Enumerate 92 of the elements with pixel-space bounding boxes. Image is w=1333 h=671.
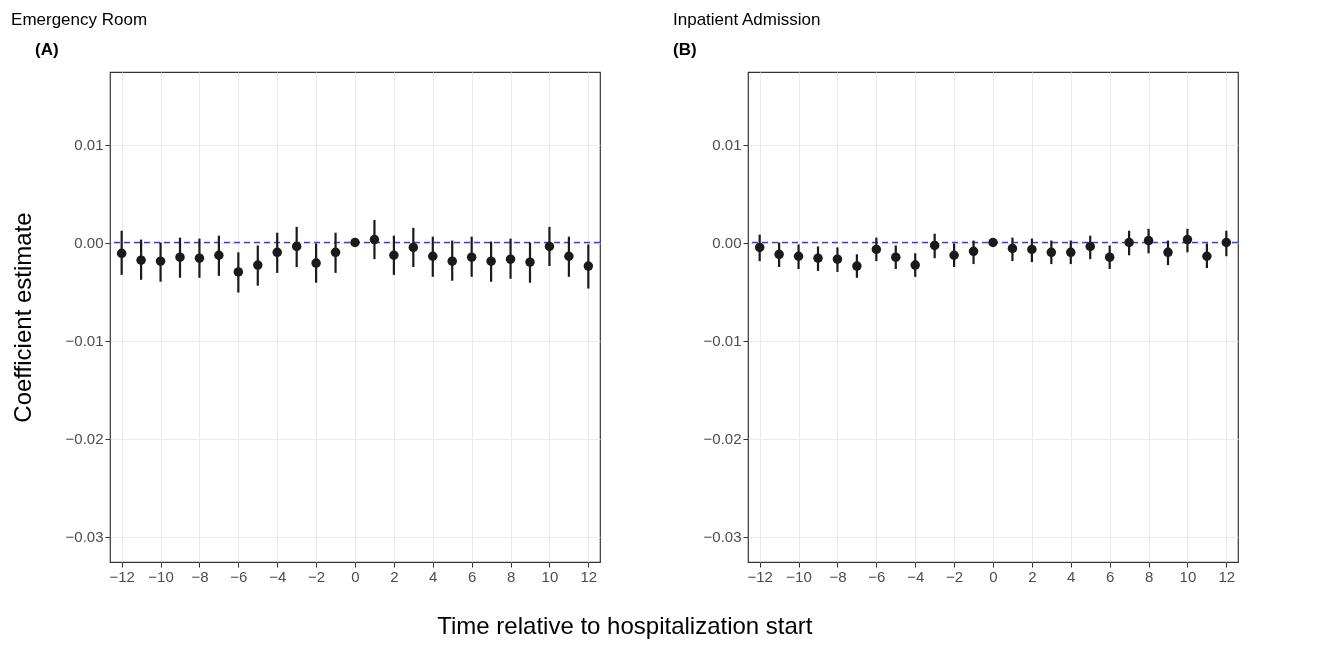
point [369, 234, 380, 245]
x-tick-label: −10 [148, 567, 174, 585]
point [116, 248, 127, 259]
point [564, 251, 574, 261]
x-tick-label: 6 [467, 567, 477, 585]
point [1182, 234, 1193, 245]
x-tick-label: 8 [506, 567, 516, 585]
x-tick-label: −12 [747, 567, 773, 585]
point [311, 258, 321, 268]
point [447, 256, 457, 266]
y-tick-label: 0.01 [74, 136, 104, 154]
point [136, 255, 146, 265]
y-tick-label: 0.01 [712, 136, 742, 154]
x-tick-label: 8 [1144, 567, 1154, 585]
x-tick-label: 2 [390, 567, 399, 585]
chart-title: Emergency Room [11, 10, 148, 29]
x-tick-label: 10 [541, 567, 559, 585]
x-tick-label: 12 [1218, 567, 1236, 585]
y-tick-label: −0.03 [703, 528, 742, 546]
point [774, 249, 784, 260]
point [194, 253, 205, 263]
point [832, 254, 843, 264]
point [233, 267, 244, 277]
x-tick-label: −8 [191, 567, 209, 585]
y-axis-title: Coefficient estimate [8, 212, 36, 423]
point [1027, 244, 1037, 255]
y-tick-label: −0.01 [703, 332, 742, 350]
y-tick-label: −0.03 [65, 528, 104, 546]
point [793, 251, 804, 261]
x-tick-label: −8 [829, 567, 847, 585]
point [1046, 247, 1057, 258]
point [1221, 237, 1232, 248]
x-tick-label: 10 [1179, 567, 1197, 585]
point [272, 247, 282, 258]
x-tick-label: −10 [786, 567, 812, 585]
y-tick-label: 0.00 [74, 234, 104, 252]
x-tick-label: −12 [109, 567, 135, 585]
point [505, 254, 516, 264]
x-tick-label: 12 [580, 567, 598, 585]
point [583, 261, 594, 271]
point [1163, 247, 1173, 258]
x-tick-label: 4 [429, 567, 438, 585]
point [428, 251, 438, 261]
point [350, 237, 360, 248]
x-tick-label: −6 [230, 567, 248, 585]
point [155, 256, 166, 266]
x-tick-label: −4 [907, 567, 925, 585]
x-tick-label: −2 [946, 567, 964, 585]
point [175, 252, 185, 262]
point [754, 242, 765, 253]
point [214, 250, 224, 260]
point [1104, 252, 1115, 262]
point [949, 250, 959, 260]
point [1124, 237, 1134, 248]
point [466, 252, 477, 262]
point [929, 240, 940, 251]
x-axis-title: Time relative to hospitalization start [437, 611, 813, 639]
point [408, 242, 419, 253]
point [910, 260, 920, 270]
point [1066, 247, 1076, 258]
text: (B) [673, 40, 697, 59]
point [330, 247, 341, 258]
point [968, 246, 979, 257]
x-tick-label: 4 [1067, 567, 1076, 585]
y-tick-label: −0.02 [703, 430, 742, 448]
x-tick-label: 0 [989, 567, 998, 585]
x-tick-label: −4 [269, 567, 287, 585]
point [389, 250, 399, 260]
point [253, 260, 263, 270]
point [1085, 241, 1095, 252]
point [1143, 235, 1154, 246]
point [525, 257, 535, 267]
x-tick-label: −6 [868, 567, 886, 585]
point [1202, 251, 1212, 261]
x-tick-label: 6 [1105, 567, 1115, 585]
point [486, 256, 496, 266]
point [291, 241, 302, 252]
point [852, 261, 862, 271]
y-tick-label: 0.00 [712, 234, 742, 252]
text: (A) [35, 40, 59, 59]
point [1007, 243, 1018, 254]
point [988, 237, 998, 248]
chart-title: Inpatient Admission [673, 10, 821, 29]
x-tick-label: −2 [308, 567, 326, 585]
point [544, 241, 555, 252]
point [813, 253, 823, 263]
y-tick-label: −0.01 [65, 332, 104, 350]
y-tick-label: −0.02 [65, 430, 104, 448]
x-tick-label: 2 [1028, 567, 1037, 585]
x-tick-label: 0 [351, 567, 360, 585]
point [891, 252, 901, 262]
point [871, 244, 882, 255]
